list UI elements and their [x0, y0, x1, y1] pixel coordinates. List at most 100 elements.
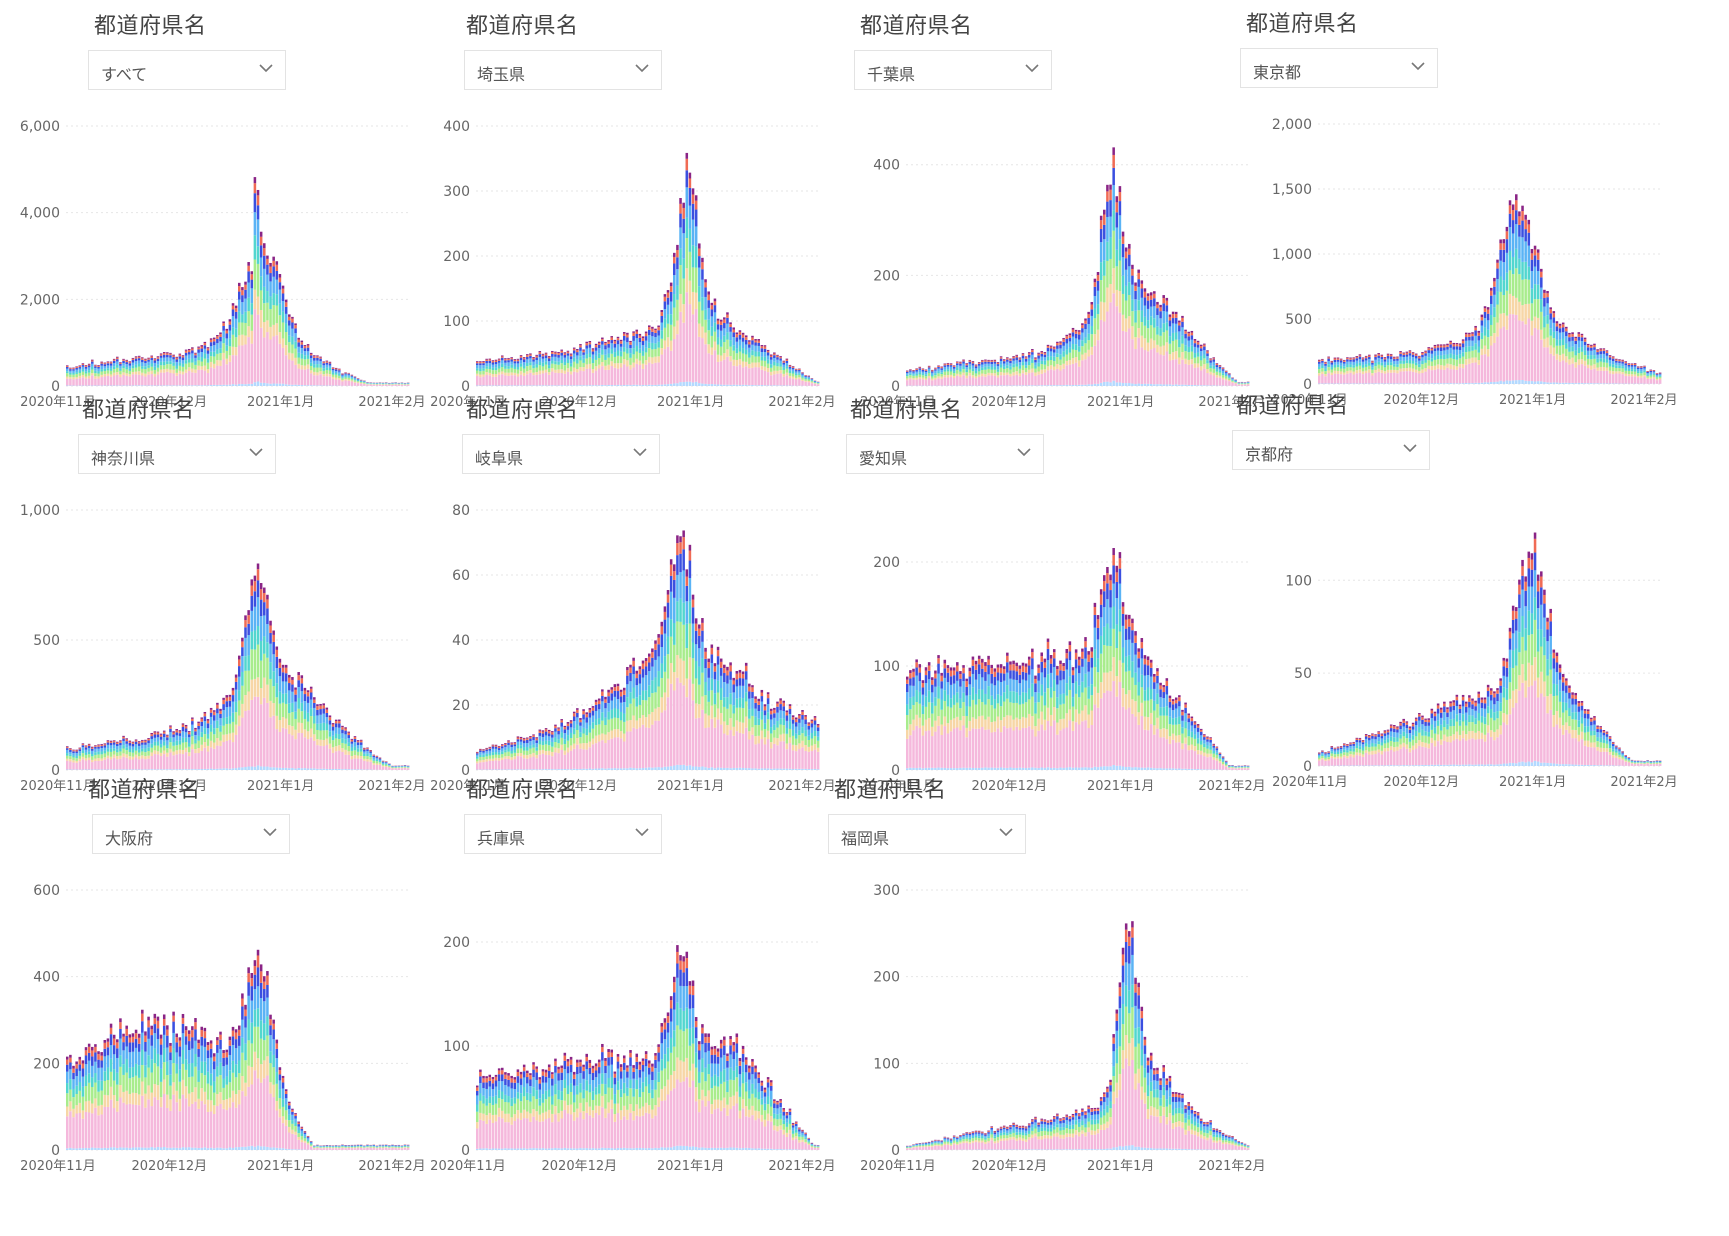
bar-segment [513, 368, 517, 373]
bar-segment [1149, 384, 1153, 386]
bar-segment [582, 352, 585, 355]
bar-segment [1521, 211, 1524, 221]
bar-segment [585, 341, 588, 344]
bar-segment [987, 363, 990, 367]
bar-segment [632, 340, 635, 349]
bar-segment [801, 373, 804, 375]
prefecture-dropdown[interactable]: 東京都 [1240, 48, 1438, 88]
bar-segment [1618, 359, 1621, 360]
bar-segment [682, 202, 685, 208]
bar-segment [263, 243, 266, 249]
bar-segment [134, 769, 138, 770]
bar-segment [526, 385, 529, 386]
bar-segment [779, 373, 782, 386]
bar-segment [284, 313, 288, 324]
bar-segment [1333, 367, 1337, 371]
bar-segment [78, 365, 82, 366]
bar-segment [1181, 352, 1184, 360]
bar-segment [350, 755, 354, 760]
bar-segment [1524, 380, 1527, 384]
bar-segment [519, 355, 523, 356]
prefecture-dropdown[interactable]: 神奈川県 [78, 434, 276, 474]
bar-segment [707, 344, 710, 354]
bar-segment [291, 712, 294, 727]
bar-segment [798, 374, 801, 378]
bar-segment [691, 314, 695, 383]
bar-segment [782, 367, 785, 370]
bar-segment [159, 769, 163, 770]
bar-segment [225, 364, 229, 385]
bar-segment [1586, 347, 1590, 351]
prefecture-dropdown[interactable]: 千葉県 [854, 50, 1052, 90]
bar-segment [184, 769, 188, 770]
bar-segment [776, 366, 779, 371]
bar-segment [100, 754, 103, 759]
bar-segment [291, 735, 294, 769]
bar-segment [906, 380, 909, 386]
bar-segment [1555, 359, 1559, 383]
prefecture-dropdown[interactable]: すべて [88, 50, 286, 90]
bar-segment [1608, 366, 1612, 371]
bar-segment [1246, 383, 1250, 384]
bar-segment [479, 365, 482, 369]
bar-segment [141, 748, 144, 752]
bar-segment [322, 740, 325, 747]
bar-segment [591, 372, 595, 386]
bar-segment [1034, 362, 1037, 366]
bar-segment [216, 336, 219, 339]
bar-segment [1128, 328, 1131, 384]
bar-segment [1352, 371, 1355, 375]
bar-segment [281, 293, 285, 302]
bar-segment [906, 373, 909, 375]
bar-segment [754, 362, 757, 368]
bar-segment [641, 336, 645, 339]
bar-segment [256, 263, 260, 297]
x-tick-label: 2021年1月 [1087, 395, 1154, 410]
bar-segment [585, 348, 588, 355]
bar-segment [1615, 368, 1618, 372]
bar-segment [971, 361, 975, 363]
prefecture-dropdown[interactable]: 埼玉県 [464, 50, 662, 90]
bar-segment [150, 747, 153, 753]
bar-segment [538, 365, 542, 371]
bar-segment [225, 328, 229, 331]
bar-segment [1624, 373, 1627, 376]
bar-segment [1418, 360, 1421, 365]
bar-segment [698, 286, 701, 302]
bar-segment [1493, 381, 1496, 384]
bar-segment [629, 344, 632, 348]
bar-segment [965, 369, 968, 373]
bar-segment [228, 361, 232, 385]
bar-segment [147, 359, 150, 362]
bar-segment [691, 203, 695, 220]
bar-segment [212, 710, 216, 712]
bar-segment [316, 715, 319, 724]
bar-segment [1246, 384, 1250, 386]
bar-segment [906, 374, 909, 377]
bar-segment [1046, 370, 1050, 386]
bar-segment [75, 753, 78, 756]
bar-segment [369, 750, 372, 751]
bar-segment [569, 371, 573, 375]
bar-segment [84, 371, 88, 374]
bar-segment [350, 376, 354, 378]
bar-segment [228, 706, 232, 717]
bar-segment [510, 385, 513, 386]
bar-segment [325, 364, 329, 368]
bar-segment [1333, 359, 1337, 363]
bar-segment [1436, 368, 1440, 384]
bar-segment [100, 365, 103, 370]
bar-segment [479, 371, 482, 375]
bar-segment [1540, 271, 1543, 278]
bar-segment [1074, 331, 1078, 334]
bar-segment [510, 372, 513, 376]
bar-segment [1355, 360, 1359, 364]
bar-segment [225, 701, 229, 708]
bar-segment [1171, 311, 1175, 315]
bar-segment [1571, 340, 1574, 347]
bar-segment [1065, 336, 1069, 339]
bar-segment [538, 361, 542, 366]
bar-segment [996, 377, 1000, 386]
bar-segment [566, 353, 570, 356]
bar-segment [1577, 359, 1581, 365]
